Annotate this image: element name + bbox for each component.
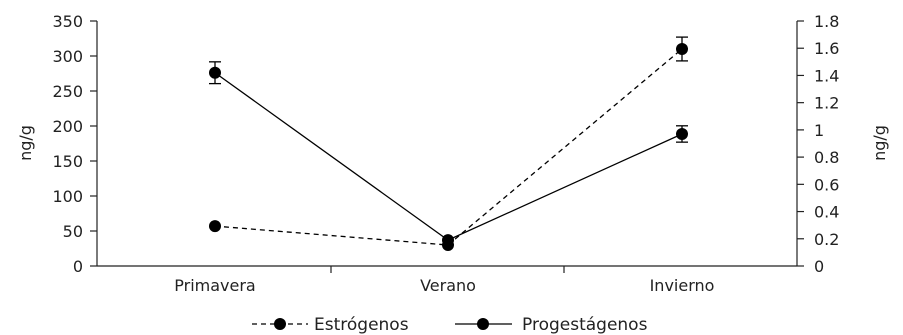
series-line xyxy=(214,72,683,241)
series-progestágenos xyxy=(209,61,688,247)
left-tick-label: 0 xyxy=(73,257,83,276)
data-point xyxy=(209,66,221,79)
left-tick-label: 50 xyxy=(63,222,83,241)
right-tick-label: 0 xyxy=(814,257,824,276)
right-y-axis: 0 0.2 0.4 0.6 0.8 1 1.2 1.4 1.6 1.8 xyxy=(796,12,839,276)
right-tick-label: 1.8 xyxy=(814,12,839,31)
right-tick-label: 0.6 xyxy=(814,175,839,194)
left-tick-label: 200 xyxy=(52,117,83,136)
right-tick-label: 0.4 xyxy=(814,203,839,222)
left-y-axis: 0 50 100 150 200 250 300 350 xyxy=(52,12,98,276)
data-point xyxy=(676,43,688,55)
right-tick-label: 0.2 xyxy=(814,230,839,249)
legend-label-progestagenos: Progestágenos xyxy=(522,315,648,335)
right-y-axis-label: ng/g xyxy=(870,125,889,161)
series-estrógenos xyxy=(209,36,688,251)
legend-marker-estrogenos xyxy=(274,318,286,330)
left-tick-label: 350 xyxy=(52,12,83,31)
data-point xyxy=(209,220,221,233)
right-tick-label: 1.2 xyxy=(814,94,839,113)
left-tick-label: 300 xyxy=(52,47,83,66)
right-tick-label: 1.4 xyxy=(814,66,839,85)
right-tick-label: 1 xyxy=(814,121,824,140)
left-tick-label: 150 xyxy=(52,152,83,171)
legend-label-estrogenos: Estrógenos xyxy=(314,315,409,335)
data-point xyxy=(442,234,454,247)
legend: Estrógenos Progestágenos xyxy=(252,315,648,335)
series-line xyxy=(214,48,683,246)
right-tick-label: 0.8 xyxy=(814,148,839,167)
x-tick-label: Invierno xyxy=(650,276,715,295)
data-point xyxy=(676,127,688,140)
left-y-axis-label: ng/g xyxy=(16,125,35,161)
series-layer xyxy=(209,36,688,251)
x-tick-label: Verano xyxy=(420,276,476,295)
x-axis: Primavera Verano Invierno xyxy=(97,265,797,295)
legend-marker-progestagenos xyxy=(477,318,489,330)
right-tick-label: 1.6 xyxy=(814,39,839,58)
left-tick-label: 250 xyxy=(52,82,83,101)
left-tick-label: 100 xyxy=(52,187,83,206)
x-tick-label: Primavera xyxy=(174,276,255,295)
